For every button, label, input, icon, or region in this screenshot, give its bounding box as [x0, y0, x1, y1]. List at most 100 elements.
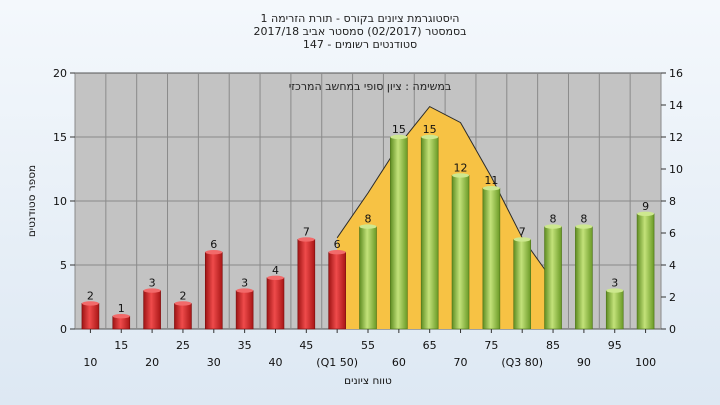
y2-axis-tick-label: 10 — [669, 163, 683, 176]
bar-top-cap — [390, 134, 408, 140]
bar — [328, 251, 346, 330]
chart-annotation: במשימה : ציון סופי במחשב המרכזי — [289, 80, 452, 93]
bar-top-cap — [359, 224, 377, 229]
bar-value-label: 3 — [241, 277, 248, 290]
bar-value-label: 1 — [118, 302, 125, 315]
x-axis-tick-label: 65 — [423, 339, 437, 352]
bar-value-label: 6 — [210, 238, 217, 251]
bar-value-label: 11 — [484, 174, 498, 187]
value-labels-layer: 2 1 3 2 6 3 4 7 6 8 15 15 12 11 7 8 8 3 9 — [87, 123, 649, 315]
y2-axis-tick-label: 4 — [669, 259, 676, 272]
y-axis-label: מספר סטודנטים — [26, 165, 38, 237]
bar — [235, 290, 254, 330]
x-axis-tick-label: 25 — [176, 339, 190, 352]
bar — [266, 277, 285, 330]
bar — [390, 136, 408, 330]
bar-top-cap — [575, 224, 593, 229]
x-axis-tick-label: 15 — [114, 339, 128, 352]
bar-top-cap — [81, 301, 99, 306]
y-axis-tick-label: 0 — [60, 323, 67, 336]
bar-value-label: 8 — [550, 213, 557, 226]
chart-title-line-2: בסמסטר (02/2017) סמסטר אביב 2017/18 — [253, 25, 466, 38]
x-axis-tick-label: 85 — [546, 339, 560, 352]
bar-value-label: 7 — [303, 225, 310, 238]
chart-title-line-3: סטודנטים רשומים - 147 — [303, 38, 417, 51]
bar-value-label: 12 — [454, 161, 468, 174]
y2-axis-tick-label: 6 — [669, 227, 676, 240]
bar-top-cap — [112, 314, 130, 319]
bar-top-cap — [606, 288, 624, 293]
y2-axis-tick-label: 12 — [669, 131, 683, 144]
x-axis-tick-label: 95 — [608, 339, 622, 352]
curve-line — [336, 105, 554, 282]
bar-value-label: 3 — [611, 277, 618, 290]
y2-axis-tick-label: 8 — [669, 195, 676, 208]
x-axis-tick-label: 35 — [238, 339, 252, 352]
x-axis-tick-label: (Q1 50) — [316, 356, 358, 369]
x-axis-tick-label: 30 — [207, 356, 221, 369]
y2-axis-tick-label: 16 — [669, 67, 683, 80]
bar — [636, 213, 655, 330]
bar — [297, 239, 316, 330]
bar-value-label: 6 — [334, 238, 341, 251]
bar-top-cap — [637, 211, 655, 216]
grid-lines — [74, 73, 662, 329]
bar-value-label: 15 — [392, 123, 406, 136]
bar-value-label: 8 — [365, 213, 372, 226]
bar-top-cap — [143, 288, 161, 293]
bar-top-cap — [236, 288, 254, 293]
bar — [359, 226, 377, 330]
bar — [451, 175, 470, 330]
x-axis-tick-label: 10 — [83, 356, 97, 369]
bar-top-cap — [174, 301, 192, 306]
bar-top-cap — [452, 173, 470, 178]
y-axis-tick-label: 20 — [53, 67, 67, 80]
y-axis-tick-label: 15 — [53, 131, 67, 144]
bar-value-label: 8 — [580, 213, 587, 226]
bar — [420, 136, 439, 330]
axes-layer: 0510152002468101214161015202530354045(Q1… — [53, 67, 683, 369]
bar-value-label: 15 — [423, 123, 437, 136]
bar-value-label: 9 — [642, 200, 649, 213]
x-axis-tick-label: 40 — [268, 356, 282, 369]
bar-value-label: 2 — [87, 289, 94, 302]
bar-top-cap — [421, 134, 439, 140]
bar — [482, 187, 501, 330]
bar-top-cap — [513, 237, 531, 242]
bar-value-label: 3 — [149, 277, 156, 290]
y-axis-tick-label: 5 — [60, 259, 67, 272]
bar — [81, 303, 100, 330]
bar-value-label: 4 — [272, 264, 279, 277]
y-axis-tick-label: 10 — [53, 195, 67, 208]
chart-title-line-1: היסטוגרמת ציונים בקורס - תורת הזרימה 1 — [261, 12, 460, 25]
bar — [544, 226, 562, 330]
x-axis-tick-label: 90 — [577, 356, 591, 369]
x-axis-tick-label: (Q3 80) — [501, 356, 543, 369]
bar — [204, 251, 223, 330]
y2-axis-tick-label: 14 — [669, 99, 683, 112]
x-axis-label: טווח ציונים — [344, 375, 392, 387]
x-axis-tick-label: 100 — [635, 356, 656, 369]
x-axis-tick-label: 70 — [454, 356, 468, 369]
x-axis-tick-label: 20 — [145, 356, 159, 369]
bar-top-cap — [544, 224, 562, 229]
bar-top-cap — [482, 186, 500, 191]
bar-top-cap — [266, 275, 284, 280]
bar — [513, 239, 532, 330]
bar-value-label: 7 — [519, 225, 526, 238]
x-axis-tick-label: 55 — [361, 339, 375, 352]
bar — [575, 226, 593, 330]
bar — [174, 303, 192, 330]
bar-value-label: 2 — [179, 289, 186, 302]
x-axis-tick-label: 60 — [392, 356, 406, 369]
bar-top-cap — [205, 250, 223, 255]
bar-top-cap — [328, 250, 346, 255]
bar — [143, 290, 161, 330]
bar-top-cap — [297, 237, 315, 242]
x-axis-tick-label: 45 — [299, 339, 313, 352]
x-axis-tick-label: 75 — [484, 339, 498, 352]
y2-axis-tick-label: 0 — [669, 323, 676, 336]
y2-axis-tick-label: 2 — [669, 291, 676, 304]
